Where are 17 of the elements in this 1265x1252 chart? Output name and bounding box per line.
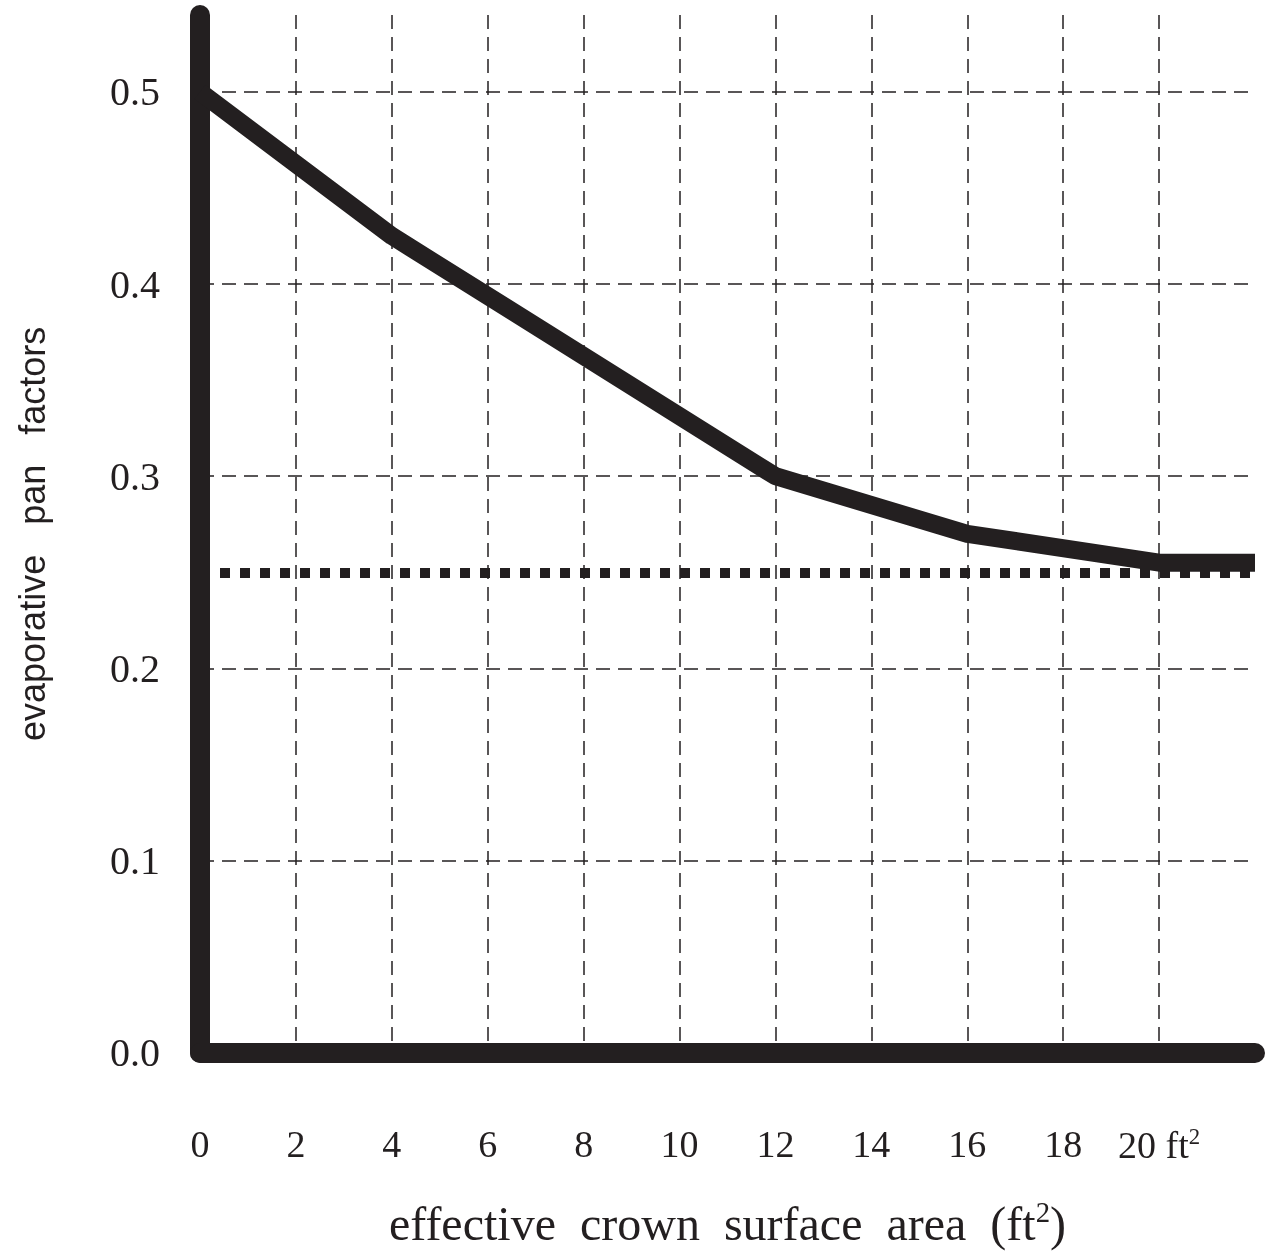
x-tick-label: 12 xyxy=(756,1122,795,1165)
x-tick-label: 6 xyxy=(478,1122,498,1165)
y-tick-label: 0.3 xyxy=(110,453,160,499)
x-tick-label: 8 xyxy=(574,1122,594,1165)
y-tick-label: 0.5 xyxy=(110,69,160,115)
y-axis-title: evaporative pan factors xyxy=(11,326,53,741)
x-tick-label: 10 xyxy=(660,1122,699,1165)
x-tick-label: 18 xyxy=(1044,1122,1083,1165)
x-tick-label: 2 xyxy=(286,1122,306,1165)
x-tick-label: 0 xyxy=(190,1122,210,1165)
y-tick-label: 0.0 xyxy=(110,1030,160,1076)
x-tick-label: 4 xyxy=(382,1122,402,1165)
x-tick-label: 16 xyxy=(948,1122,987,1165)
y-tick-label: 0.1 xyxy=(110,838,160,884)
y-tick-label: 0.4 xyxy=(110,261,160,307)
y-tick-label: 0.2 xyxy=(110,645,160,691)
x-tick-label: 14 xyxy=(852,1122,891,1165)
